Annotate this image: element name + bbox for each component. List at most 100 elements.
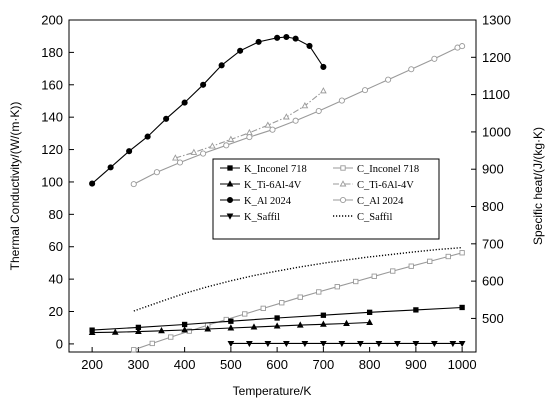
series-k-al-2024: [89, 33, 327, 187]
y-left-tick-label: 140: [41, 110, 63, 125]
y-left-tick-label: 0: [56, 336, 63, 351]
data-point-marker: [226, 180, 234, 187]
x-tick-label: 500: [220, 357, 242, 372]
data-point-marker: [226, 213, 234, 220]
data-point-marker: [264, 340, 272, 348]
data-point-marker: [292, 35, 299, 42]
data-point-marker: [190, 148, 198, 155]
data-point-marker: [301, 340, 309, 348]
data-point-marker: [431, 340, 438, 348]
series-k-ti-6al-4v: [88, 318, 373, 336]
data-point-marker: [315, 107, 322, 115]
data-point-marker: [200, 150, 207, 157]
data-point-marker: [320, 87, 327, 94]
data-point-marker: [353, 278, 359, 285]
data-point-marker: [283, 340, 290, 348]
legend-item: C_Ti-6Al-4V: [333, 180, 414, 191]
legend-label: C_Saffil: [357, 212, 392, 223]
series-k-inconel-718: [89, 304, 465, 333]
data-point-marker: [431, 55, 438, 62]
data-point-marker: [366, 309, 373, 315]
data-point-marker: [107, 164, 114, 171]
legend-box: [212, 158, 440, 240]
y-left-tick-label: 180: [41, 45, 63, 60]
data-point-marker: [144, 133, 151, 140]
legend-label: K_Al 2024: [244, 196, 292, 207]
data-point-marker: [227, 340, 235, 348]
plot-frame: [68, 19, 477, 353]
data-point-marker: [89, 180, 96, 187]
data-point-marker: [149, 340, 155, 347]
data-point-marker: [338, 97, 345, 104]
y-left-tick-label: 20: [49, 304, 63, 319]
legend-item: K_Saffil: [220, 212, 280, 223]
data-point-marker: [316, 289, 322, 295]
data-point-marker: [357, 340, 364, 348]
data-point-marker: [371, 273, 377, 279]
x-tick-label: 400: [174, 357, 196, 372]
legend-label: K_Inconel 718: [244, 164, 307, 175]
x-tick-label: 900: [405, 357, 427, 372]
series-layer: [88, 33, 466, 353]
y-left-tick-label: 80: [49, 207, 63, 222]
data-point-marker: [361, 87, 369, 94]
series-c-al-2024: [130, 43, 466, 188]
data-point-marker: [246, 134, 253, 141]
legend-label: C_Al 2024: [357, 196, 404, 207]
data-point-marker: [408, 263, 414, 269]
legend: K_Inconel 718 K_Ti-6Al-4V K_Al 2024 K_Saffi…: [212, 158, 440, 240]
legend-label: K_Saffil: [244, 212, 280, 223]
y-left-tick-label: 60: [49, 239, 63, 254]
data-point-marker: [227, 165, 233, 171]
data-point-marker: [264, 121, 272, 128]
series-c-ti-6al-4v: [172, 87, 327, 161]
legend-label: K_Ti-6Al-4V: [244, 180, 302, 191]
data-point-marker: [111, 328, 119, 335]
data-point-marker: [320, 312, 327, 318]
data-point-marker: [246, 340, 253, 348]
data-point-marker: [320, 320, 327, 327]
data-point-marker: [283, 113, 290, 120]
series-line: [175, 90, 324, 159]
data-point-marker: [301, 102, 309, 109]
legend-label: C_Inconel 718: [357, 164, 419, 175]
y-right-tick-label: 1200: [482, 50, 511, 65]
data-point-marker: [260, 305, 266, 312]
data-point-marker: [274, 34, 281, 41]
y-left-tick-label: 200: [41, 13, 63, 28]
x-tick-label: 700: [313, 357, 335, 372]
data-point-marker: [269, 126, 276, 133]
y-left-tick-label: 100: [41, 174, 63, 189]
legend-item: C_Saffil: [333, 212, 392, 223]
data-point-marker: [340, 165, 346, 171]
data-point-marker: [458, 340, 466, 348]
data-point-marker: [250, 323, 258, 330]
data-point-marker: [449, 340, 457, 348]
data-point-marker: [176, 159, 184, 166]
data-point-marker: [339, 180, 347, 187]
y-right-axis-title: Specific heat/(J/(kg·K): [531, 127, 545, 245]
data-point-marker: [296, 321, 304, 328]
data-point-marker: [255, 38, 262, 45]
y-right-tick-label: 1100: [482, 87, 510, 102]
data-point-marker: [412, 340, 420, 348]
data-point-marker: [153, 169, 160, 176]
data-point-marker: [366, 318, 373, 325]
y-right-tick-label: 800: [482, 199, 504, 214]
data-point-marker: [427, 258, 433, 265]
data-point-marker: [158, 327, 165, 334]
x-axis-title: Temperature/K: [233, 384, 312, 398]
y-left-tick-label: 120: [41, 142, 63, 157]
data-point-marker: [163, 115, 170, 122]
data-point-marker: [375, 340, 383, 348]
x-tick-label: 200: [81, 357, 103, 372]
data-point-marker: [181, 321, 188, 328]
data-point-marker: [320, 340, 327, 348]
y-right-tick-label: 600: [482, 274, 504, 289]
y-left-tick-label: 40: [49, 272, 63, 287]
data-point-marker: [408, 66, 415, 73]
data-point-marker: [459, 250, 465, 256]
data-point-marker: [168, 334, 174, 340]
data-point-marker: [246, 128, 253, 136]
